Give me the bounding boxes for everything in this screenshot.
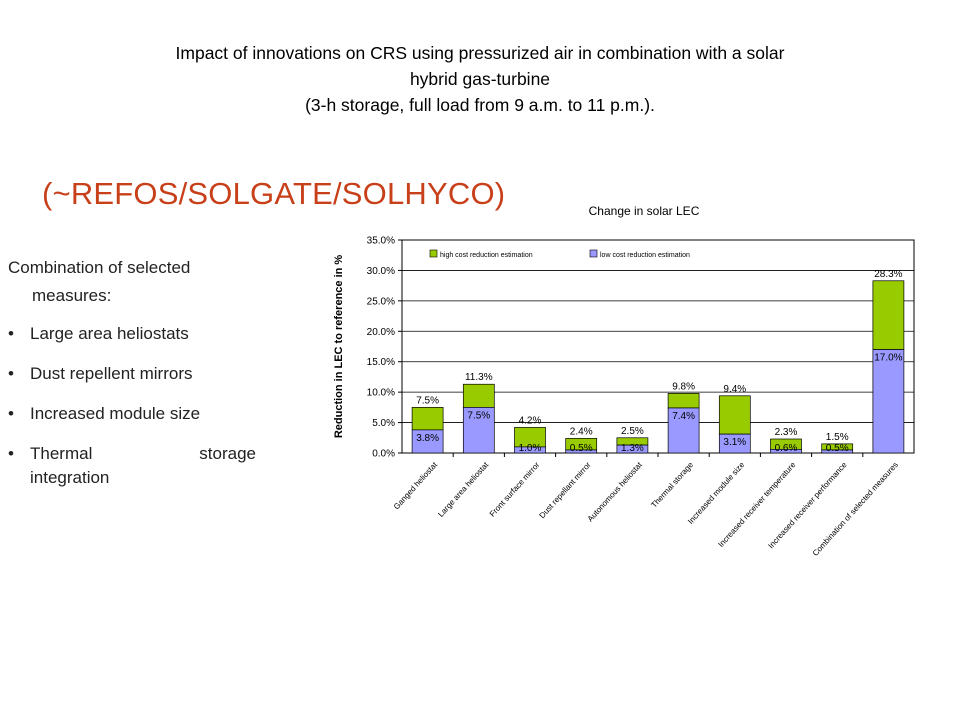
x-tick-label: Autonomous heliostat [586, 460, 645, 524]
y-axis-label: Reduction in LEC to reference in % [333, 255, 345, 439]
data-label-high: 7.5% [416, 395, 439, 406]
legend-label-high: high cost reduction estimation [440, 252, 533, 259]
data-label-low: 3.8% [416, 433, 439, 444]
bar-low [462, 407, 495, 454]
data-label-high: 1.5% [826, 432, 849, 443]
data-label-low: 0.5% [826, 443, 849, 454]
bar-high [411, 407, 444, 431]
legend-label-low: low cost reduction estimation [600, 252, 690, 259]
bar-high [667, 393, 700, 409]
title-line-2: hybrid gas-turbine [409, 69, 551, 89]
data-label-low: 1.3% [621, 443, 644, 454]
bar-low [616, 444, 649, 454]
slide-subtitle: (~REFOS/SOLGATE/SOLHYCO) [42, 176, 506, 211]
bullet-item: Dust repellent mirrors [8, 362, 256, 386]
data-label-high: 2.3% [775, 427, 798, 438]
x-tick-label: Thermal storage [649, 460, 695, 510]
data-label-low: 0.6% [775, 443, 798, 454]
intro-line-1: Combination of selected [8, 258, 191, 277]
slide-title: Impact of innovations on CRS using press… [60, 40, 900, 118]
y-tick-label: 25.0% [367, 296, 395, 307]
bullet-item: Increased module size [8, 402, 256, 426]
data-label-high: 4.2% [519, 415, 542, 426]
bar-low [718, 433, 751, 454]
bar-high [718, 395, 751, 435]
bar-low [821, 449, 854, 454]
y-tick-label: 35.0% [367, 236, 395, 247]
data-label-low: 17.0% [874, 353, 902, 364]
bar-high [462, 383, 495, 408]
title-line-1: Impact of innovations on CRS using press… [175, 43, 785, 63]
bar-low [770, 448, 802, 454]
bar-low [872, 349, 905, 454]
bullet-word: Thermal [30, 444, 93, 463]
data-label-high: 11.3% [465, 372, 493, 383]
x-tick-label: Large area heliostat [436, 460, 491, 519]
y-tick-label: 10.0% [367, 388, 395, 399]
bullet-word: integration [30, 468, 110, 487]
y-tick-label: 0.0% [372, 449, 395, 460]
x-tick-label: Front surface mirror [488, 460, 542, 518]
x-tick-label: Increased module size [686, 460, 747, 526]
bar-low [514, 446, 546, 454]
x-tick-label: Combination of selected measures [811, 460, 900, 558]
measures-panel: Combination of selected measures: Large … [8, 254, 256, 506]
bullet-thermal-words: Thermal storage [30, 442, 256, 466]
bar-low [565, 449, 598, 454]
y-tick-label: 5.0% [372, 418, 395, 429]
chart-title: Change in solar LEC [589, 204, 700, 218]
x-tick-label: Dust repellant mirror [538, 460, 593, 520]
data-label-low: 7.5% [467, 410, 490, 421]
intro-line-2: measures: [32, 286, 112, 305]
legend-swatch-high [429, 249, 438, 258]
bullet-word: storage [199, 444, 256, 463]
measures-list: Large area heliostats Dust repellent mir… [8, 322, 256, 490]
data-label-high: 2.4% [570, 426, 593, 437]
data-label-high: 9.4% [723, 384, 746, 395]
data-label-low: 7.4% [672, 411, 695, 422]
data-label-high: 2.5% [621, 426, 644, 437]
data-label-low: 3.1% [723, 437, 746, 448]
data-label-low: 0.5% [570, 443, 593, 454]
bar-low [667, 407, 700, 454]
x-tick-label: Ganged heliostat [392, 460, 440, 512]
y-tick-label: 20.0% [367, 327, 395, 338]
legend-swatch-low [589, 249, 598, 258]
data-label-low: 1.0% [519, 443, 542, 454]
y-tick-label: 30.0% [367, 266, 395, 277]
measures-intro: Combination of selected measures: [8, 254, 256, 310]
title-line-3: (3-h storage, full load from 9 a.m. to 1… [305, 95, 655, 115]
bullet-item: Large area heliostats [8, 322, 256, 346]
data-label-high: 28.3% [874, 269, 902, 280]
lec-chart: Change in solar LEC 0.0% 5.0% 10.0% 15.0% 20.… [333, 204, 915, 558]
data-label-high: 9.8% [672, 381, 695, 392]
bar-low [411, 429, 444, 454]
bar-high [872, 280, 905, 350]
y-tick-label: 15.0% [367, 357, 395, 368]
bullet-item-thermal: Thermal storage integration [8, 442, 256, 490]
